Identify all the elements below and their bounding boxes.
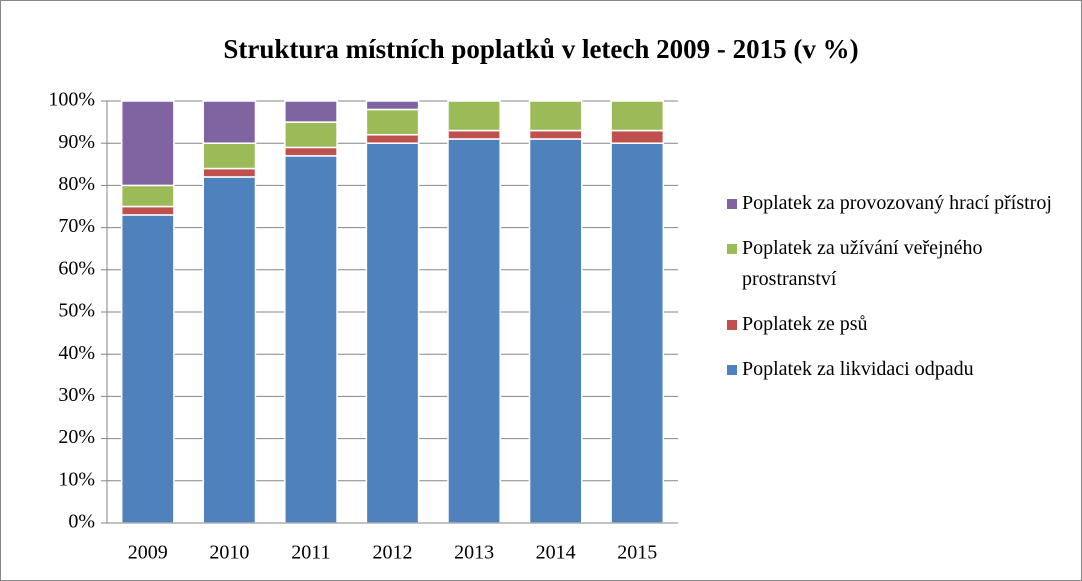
legend-label: Poplatek za likvidaci odpadu [742, 358, 974, 380]
bar-segment [284, 155, 338, 524]
y-tick-label: 10% [58, 468, 95, 490]
legend-swatch [727, 365, 737, 375]
bar-segment [284, 121, 338, 149]
legend-item: Poplatek ze psů [725, 309, 1070, 340]
legend-label: Poplatek za užívání veřejného prostranst… [742, 237, 983, 290]
bar-segment [120, 205, 175, 216]
y-tick-label: 40% [58, 342, 95, 364]
y-tick-label: 30% [58, 384, 95, 406]
bar-segment [365, 134, 420, 144]
bar-segment [202, 176, 257, 524]
legend-item: Poplatek za likvidaci odpadu [725, 354, 1070, 385]
bar-segment [120, 100, 175, 187]
bar-segment [120, 214, 175, 524]
y-tick-label: 50% [58, 300, 95, 322]
legend-item: Poplatek za užívání veřejného prostranst… [725, 233, 1070, 295]
y-tick-label: 70% [58, 215, 95, 237]
x-tick-label: 2013 [454, 542, 494, 564]
bar-segment [202, 100, 257, 144]
legend: Poplatek za provozovaný hrací přístroj Po… [725, 188, 1070, 385]
legend-label: Poplatek ze psů [742, 313, 868, 335]
bar-segment [202, 142, 257, 170]
bar-segment [610, 142, 665, 524]
bar-segment [365, 100, 420, 111]
bar-segment [284, 100, 338, 123]
x-tick-label: 2009 [128, 542, 168, 564]
bar-segment [447, 129, 501, 140]
bar-segment [365, 142, 420, 524]
x-tick-label: 2015 [617, 542, 657, 564]
bar-segment [202, 167, 257, 178]
bar-segment [610, 129, 665, 144]
x-tick-label: 2011 [291, 542, 330, 564]
legend-swatch [727, 199, 737, 209]
y-tick-label: 90% [58, 131, 95, 153]
bar-segment [447, 138, 501, 524]
x-tick-label: 2012 [373, 542, 413, 564]
chart-title: Struktura místních poplatků v letech 200… [223, 34, 858, 64]
legend-swatch [727, 244, 737, 254]
x-tick-label: 2010 [209, 542, 249, 564]
bar-segment [610, 100, 665, 132]
y-tick-label: 60% [58, 257, 95, 279]
y-tick-label: 0% [68, 511, 95, 533]
bar-segment [120, 184, 175, 208]
y-tick-label: 100% [48, 89, 95, 111]
x-tick-label: 2014 [536, 542, 576, 564]
bar-segment [447, 100, 501, 132]
y-tick-label: 80% [58, 173, 95, 195]
y-tick-label: 20% [58, 426, 95, 448]
bar-segment [365, 108, 420, 136]
legend-item: Poplatek za provozovaný hrací přístroj [725, 188, 1070, 219]
bar-segment [528, 129, 583, 140]
bar-segment [528, 138, 583, 524]
bar-segment [528, 100, 583, 132]
legend-swatch [727, 320, 737, 330]
bar-segment [284, 146, 338, 157]
legend-label: Poplatek za provozovaný hrací přístroj [742, 192, 1052, 214]
